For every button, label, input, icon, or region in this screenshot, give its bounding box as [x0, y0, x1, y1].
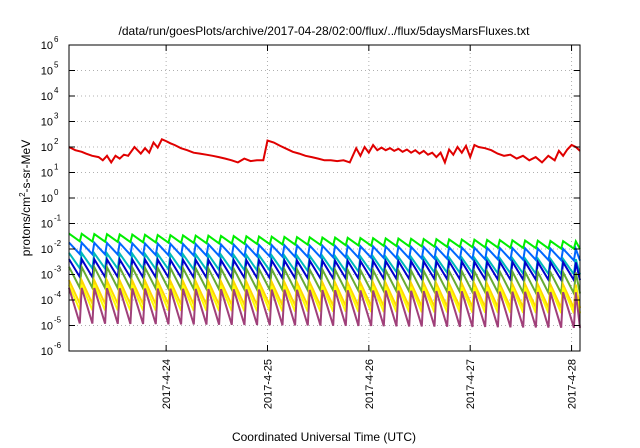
y-tick-label: 10: [41, 142, 53, 154]
x-tick-label: 2017-4-27: [465, 359, 477, 409]
y-tick-label: 10: [41, 295, 53, 307]
chart-title: /data/run/goesPlots/archive/2017-04-28/0…: [119, 24, 531, 38]
x-tick-label: 2017-4-25: [262, 359, 274, 409]
y-tick-exponent: 5: [54, 61, 59, 70]
y-tick-exponent: 1: [54, 163, 59, 172]
y-tick-exponent: -5: [54, 316, 62, 325]
y-tick-label: 10: [41, 193, 53, 205]
x-axis-label: Coordinated Universal Time (UTC): [232, 430, 416, 444]
axis-layer: 10-610-510-410-310-210-11001011021031041…: [41, 35, 580, 409]
y-tick-label: 10: [41, 168, 53, 180]
y-tick-exponent: 0: [54, 188, 59, 197]
y-tick-label: 10: [41, 321, 53, 333]
y-tick-exponent: 2: [54, 137, 59, 146]
series-line-1: [68, 138, 581, 166]
x-tick-label: 2017-4-26: [364, 359, 376, 409]
y-tick-exponent: 3: [54, 112, 59, 121]
y-tick-label: 10: [41, 346, 53, 358]
y-tick-exponent: 6: [54, 35, 59, 44]
y-tick-exponent: -4: [54, 290, 62, 299]
x-tick-label: 2017-4-28: [567, 359, 579, 409]
y-tick-exponent: -6: [54, 341, 62, 350]
y-tick-exponent: -2: [54, 239, 62, 248]
y-tick-label: 10: [41, 270, 53, 282]
y-tick-label: 10: [41, 117, 53, 129]
series-line-6: [68, 263, 581, 297]
x-tick-label: 2017-4-24: [161, 359, 173, 409]
y-axis-label: protons/cm2-s-sr-MeV: [18, 140, 33, 256]
y-tick-label: 10: [41, 219, 53, 231]
series-line-3: [68, 240, 581, 263]
y-axis-label-rest: -s-sr-MeV: [19, 140, 33, 193]
y-tick-exponent: -3: [54, 265, 62, 274]
series-line-2: [68, 232, 581, 251]
series-layer: [68, 138, 581, 329]
y-tick-exponent: 4: [54, 86, 59, 95]
y-tick-label: 10: [41, 244, 53, 256]
y-tick-label: 10: [41, 91, 53, 103]
y-axis-label-exponent: 2: [18, 192, 27, 197]
series-line-9: [68, 287, 581, 329]
y-tick-exponent: -1: [54, 214, 62, 223]
y-tick-label: 10: [41, 40, 53, 52]
y-tick-label: 10: [41, 66, 53, 78]
y-axis-label-base: protons/cm: [19, 197, 33, 256]
grid-lines: [69, 45, 580, 351]
